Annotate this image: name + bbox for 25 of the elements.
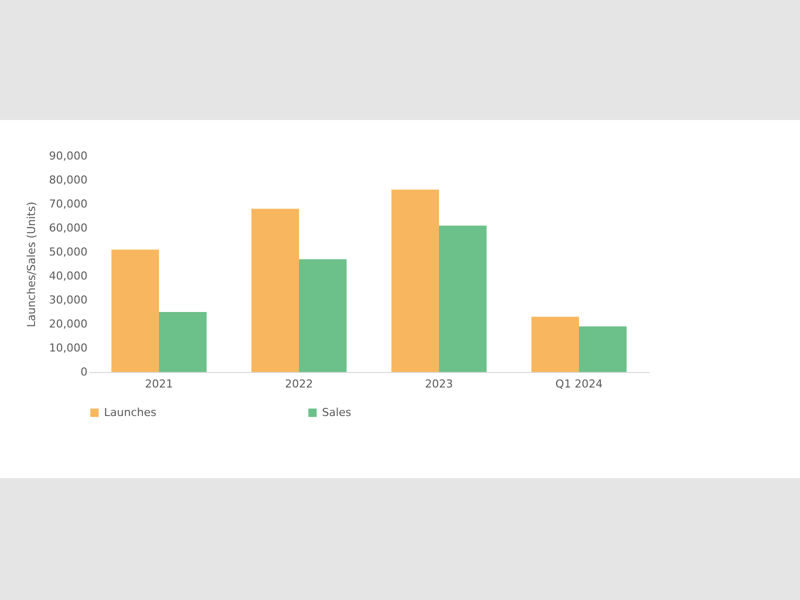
bar: [159, 312, 207, 372]
y-tick-label: 30,000: [49, 294, 88, 306]
bar: [391, 190, 439, 372]
y-tick-label: 90,000: [49, 150, 88, 162]
x-tick-label: 2022: [285, 378, 313, 390]
legend-label: Launches: [104, 406, 157, 419]
y-tick-label: 60,000: [49, 222, 88, 234]
y-tick-label: 80,000: [49, 174, 88, 186]
legend-label: Sales: [322, 406, 352, 419]
x-tick-label: 2021: [145, 378, 173, 390]
y-tick-label: 40,000: [49, 270, 88, 282]
y-tick-label: 10,000: [49, 342, 88, 354]
bar: [579, 326, 627, 372]
y-tick-label: 20,000: [49, 318, 88, 330]
x-tick-label: Q1 2024: [555, 378, 603, 390]
bar: [251, 208, 299, 372]
x-tick-label: 2023: [425, 378, 453, 390]
bar: [439, 226, 487, 372]
y-axis-title: Launches/Sales (Units): [25, 202, 38, 328]
bar: [299, 259, 347, 372]
y-tick-label: 50,000: [49, 246, 88, 258]
y-tick-label: 70,000: [49, 198, 88, 210]
y-tick-label: 0: [80, 366, 88, 378]
bar: [531, 316, 579, 372]
bar: [111, 250, 159, 372]
